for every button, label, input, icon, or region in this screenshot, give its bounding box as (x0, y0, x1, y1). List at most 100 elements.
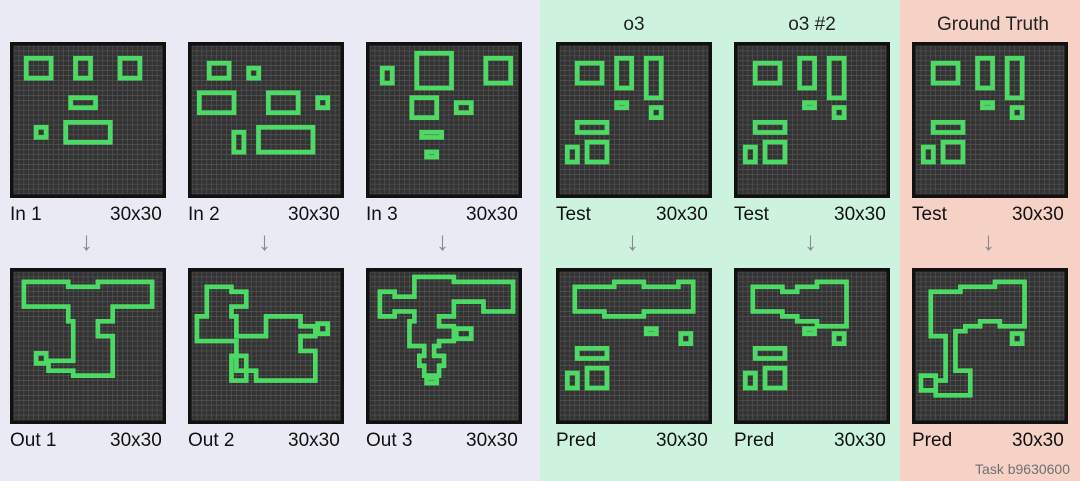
green-rectangle (930, 60, 961, 86)
green-rectangle (1009, 105, 1025, 121)
green-rectangle (414, 50, 454, 91)
grid-size-label: 30x30 (656, 204, 708, 225)
green-outline (377, 274, 516, 378)
green-rectangle (930, 119, 966, 135)
task-label: Task b9630600 (975, 461, 1070, 477)
green-rectangle (419, 129, 445, 140)
green-rectangle (752, 345, 788, 361)
green-outline (750, 279, 849, 329)
green-rectangle (424, 149, 440, 160)
green-rectangle (256, 124, 316, 155)
green-rectangle (23, 55, 54, 81)
grid-label: Out 3 (366, 430, 413, 451)
green-rectangle (831, 331, 847, 347)
grid-out3 (366, 268, 522, 424)
green-rectangle (980, 100, 995, 111)
green-rectangle (564, 144, 580, 165)
down-arrow-icon: ↓ (258, 226, 271, 256)
grid-label: In 1 (10, 204, 42, 225)
green-rectangle (574, 345, 610, 361)
grid-gt (912, 268, 1068, 424)
down-arrow-icon: ↓ (436, 226, 449, 256)
green-outline (21, 279, 155, 378)
green-rectangle (643, 326, 659, 337)
grid-test2 (734, 42, 890, 198)
grid-size-label: 30x30 (110, 204, 162, 225)
grid-label: Test (556, 204, 591, 225)
grid-out1 (10, 268, 166, 424)
grid-size-label: 30x30 (466, 430, 518, 451)
grid-size-label: 30x30 (1012, 204, 1064, 225)
header-o3: o3 (623, 14, 645, 35)
grid-test3 (912, 42, 1068, 198)
grid-in2 (188, 42, 344, 198)
grid-size-label: 30x30 (656, 430, 708, 451)
grid-label: Pred (734, 430, 775, 451)
green-rectangle (1004, 55, 1025, 101)
grid-size-label: 30x30 (288, 204, 340, 225)
down-arrow-icon: ↓ (80, 226, 93, 256)
green-rectangle (63, 119, 113, 145)
green-outline (194, 284, 318, 383)
green-rectangle (1009, 331, 1025, 347)
green-rectangle (33, 124, 49, 140)
green-rectangle (802, 326, 817, 337)
green-rectangle (614, 100, 630, 111)
green-outline (918, 279, 1027, 398)
green-rectangle (265, 90, 301, 116)
green-rectangle (648, 105, 664, 121)
down-arrow-icon: ↓ (626, 226, 639, 256)
green-rectangle (231, 129, 247, 155)
green-rectangle (831, 105, 847, 121)
green-rectangle (424, 375, 440, 386)
green-rectangle (117, 55, 143, 81)
grid-size-label: 30x30 (466, 204, 518, 225)
green-rectangle (246, 65, 262, 81)
green-rectangle (574, 119, 610, 135)
green-rectangle (379, 65, 395, 86)
green-rectangle (584, 365, 610, 391)
green-rectangle (196, 90, 237, 116)
green-rectangle (940, 139, 966, 165)
green-rectangle (453, 100, 474, 116)
grid-label: Out 1 (10, 430, 57, 451)
grid-out2 (188, 268, 344, 424)
green-rectangle (68, 95, 98, 111)
grid-in1 (10, 42, 166, 198)
grid-size-label: 30x30 (110, 430, 162, 451)
header-o3-2: o3 #2 (788, 14, 836, 35)
green-rectangle (483, 55, 514, 86)
grid-test1 (556, 42, 712, 198)
green-rectangle (564, 370, 580, 391)
grid-label: Out 2 (188, 430, 235, 451)
green-rectangle (73, 55, 93, 81)
green-rectangle (315, 95, 331, 111)
green-outline (572, 279, 696, 319)
green-rectangle (409, 95, 440, 121)
green-rectangle (33, 350, 49, 366)
grid-label: In 2 (188, 204, 220, 225)
green-rectangle (826, 55, 847, 101)
header-ground-truth: Ground Truth (937, 14, 1049, 35)
green-rectangle (678, 331, 694, 347)
grid-size-label: 30x30 (834, 430, 886, 451)
green-rectangle (762, 365, 788, 391)
grid-size-label: 30x30 (1012, 430, 1064, 451)
green-rectangle (762, 139, 788, 165)
green-rectangle (742, 370, 758, 391)
grid-in3 (366, 42, 522, 198)
grid-label: Pred (912, 430, 953, 451)
down-arrow-icon: ↓ (804, 226, 817, 256)
green-rectangle (752, 119, 788, 135)
green-rectangle (742, 144, 758, 165)
green-rectangle (975, 55, 995, 91)
green-rectangle (802, 100, 817, 111)
grid-label: Test (734, 204, 769, 225)
green-rectangle (574, 60, 605, 86)
grid-label: Pred (556, 430, 597, 451)
green-rectangle (752, 60, 783, 86)
grid-pred2 (734, 268, 890, 424)
green-rectangle (206, 60, 232, 81)
green-rectangle (797, 55, 817, 91)
green-rectangle (643, 55, 664, 101)
